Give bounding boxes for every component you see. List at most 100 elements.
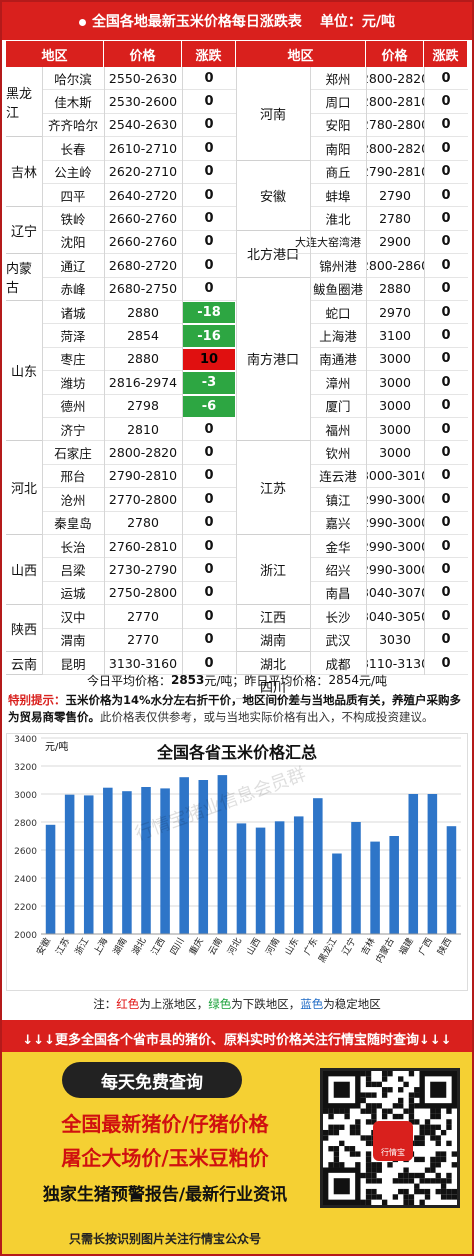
table-row-change: -6 — [182, 394, 236, 418]
table-row-change: 0 — [182, 629, 236, 652]
table-row-city: 昆明 — [42, 652, 104, 676]
qr-module — [365, 1076, 372, 1082]
bar-重庆 — [198, 780, 209, 934]
header-region: 地区 — [236, 41, 366, 67]
region-0: 黑龙江 — [6, 67, 42, 138]
qr-module — [430, 1124, 436, 1130]
region-7: 陕西 — [6, 605, 42, 652]
qr-module — [408, 1172, 415, 1179]
table-row-price: 2770 — [104, 605, 182, 629]
table-divider — [104, 67, 105, 675]
table-row-price: 3030 — [366, 629, 424, 652]
qr-module — [435, 1113, 441, 1120]
table-row-city: 南通港 — [310, 348, 366, 372]
table-row-city: 诸城 — [42, 301, 104, 325]
y-tick-label: 2000 — [14, 931, 37, 941]
table-row-change: 0 — [182, 418, 236, 442]
x-tick-label: 湖北 — [130, 936, 149, 957]
region-1: 安徽 — [236, 161, 310, 231]
x-tick-label: 黑龙江 — [316, 936, 340, 965]
qr-module — [381, 1199, 388, 1205]
region-8: 湖北 — [236, 652, 310, 676]
table-row-change: 0 — [424, 301, 468, 325]
qr-module — [381, 1087, 388, 1093]
qr-module — [376, 1194, 382, 1200]
promo-text-block: 每天免费查询 全国最新猪价/仔猪价格 屠企大场价/玉米豆粕价 独家生猪预警报告/… — [10, 1062, 310, 1246]
table-row-price: 2770 — [104, 629, 182, 652]
qr-module — [440, 1129, 447, 1136]
y-tick-label: 3400 — [14, 735, 37, 745]
table-row-price: 3130-3160 — [104, 652, 182, 676]
qr-module — [365, 1140, 372, 1147]
qr-module — [414, 1087, 420, 1093]
qr-module — [333, 1151, 340, 1157]
table-row-city: 四平 — [42, 184, 104, 208]
qr-module — [414, 1172, 420, 1179]
x-tick-label: 广西 — [416, 936, 435, 958]
table-row-city: 渭南 — [42, 629, 104, 652]
table-row-city: 汉中 — [42, 605, 104, 629]
x-tick-label: 陕西 — [435, 936, 454, 958]
table-row-city: 邢台 — [42, 465, 104, 489]
qr-module — [414, 1188, 420, 1195]
qr-module — [414, 1135, 420, 1141]
qr-module — [333, 1081, 350, 1098]
header-price: 价格 — [104, 41, 182, 67]
region-2: 北方港口 — [236, 231, 310, 278]
table-row-change: 0 — [424, 558, 468, 582]
table-row-city: 吕梁 — [42, 558, 104, 582]
qr-module — [403, 1108, 409, 1114]
qr-module — [392, 1103, 399, 1109]
qr-module — [408, 1113, 415, 1120]
qr-module — [398, 1188, 404, 1195]
table-row-change: 0 — [182, 161, 236, 184]
table-row-change: 0 — [182, 67, 236, 91]
qr-module — [371, 1172, 377, 1179]
table-row-city: 哈尔滨 — [42, 67, 104, 91]
qr-module — [408, 1097, 415, 1104]
qr-module — [381, 1108, 388, 1114]
table-row-city: 铁岭 — [42, 207, 104, 231]
qr-module — [440, 1151, 447, 1157]
bar-湖南 — [122, 791, 132, 934]
table-row-city: 锦州港 — [310, 254, 366, 278]
qr-module — [371, 1178, 377, 1184]
table-row-price: 2790-2810 — [104, 465, 182, 489]
qr-module — [339, 1140, 345, 1147]
table-row-change: 0 — [424, 395, 468, 418]
qr-module — [451, 1194, 457, 1200]
qr-module — [398, 1178, 404, 1184]
qr-module — [344, 1146, 350, 1152]
legend-red-text: 为上涨地区， — [139, 997, 209, 1011]
table-row-price: 2990-3000 — [366, 488, 424, 512]
qr-module — [435, 1156, 441, 1163]
qr-module — [419, 1199, 425, 1205]
qr-code[interactable]: 行情宝 — [320, 1068, 460, 1208]
x-tick-label: 辽宁 — [339, 936, 358, 958]
region-7: 湖南 — [236, 629, 310, 652]
today-avg-label: 今日平均价格： — [86, 673, 171, 688]
table-divider — [182, 67, 183, 675]
qr-module — [419, 1188, 425, 1195]
table-row-price: 3000 — [366, 371, 424, 395]
section-divider — [2, 1020, 472, 1024]
qr-module — [430, 1108, 436, 1114]
table-row-price: 2880 — [104, 301, 182, 325]
table-row-change: 0 — [424, 67, 468, 91]
table-row-price: 2798 — [104, 395, 182, 418]
qr-module — [365, 1199, 372, 1205]
qr-module — [328, 1108, 334, 1114]
table-row-price: 2780 — [104, 512, 182, 535]
qr-module — [424, 1178, 431, 1184]
qr-module — [360, 1135, 366, 1141]
table-row-change: 0 — [424, 488, 468, 512]
qr-module — [430, 1113, 436, 1120]
qr-module — [419, 1135, 425, 1141]
table-row-price: 2680-2720 — [104, 254, 182, 278]
qr-module — [398, 1097, 404, 1104]
bar-陕西 — [446, 826, 457, 934]
qr-module — [381, 1113, 388, 1120]
table-row-change: 0 — [182, 488, 236, 512]
